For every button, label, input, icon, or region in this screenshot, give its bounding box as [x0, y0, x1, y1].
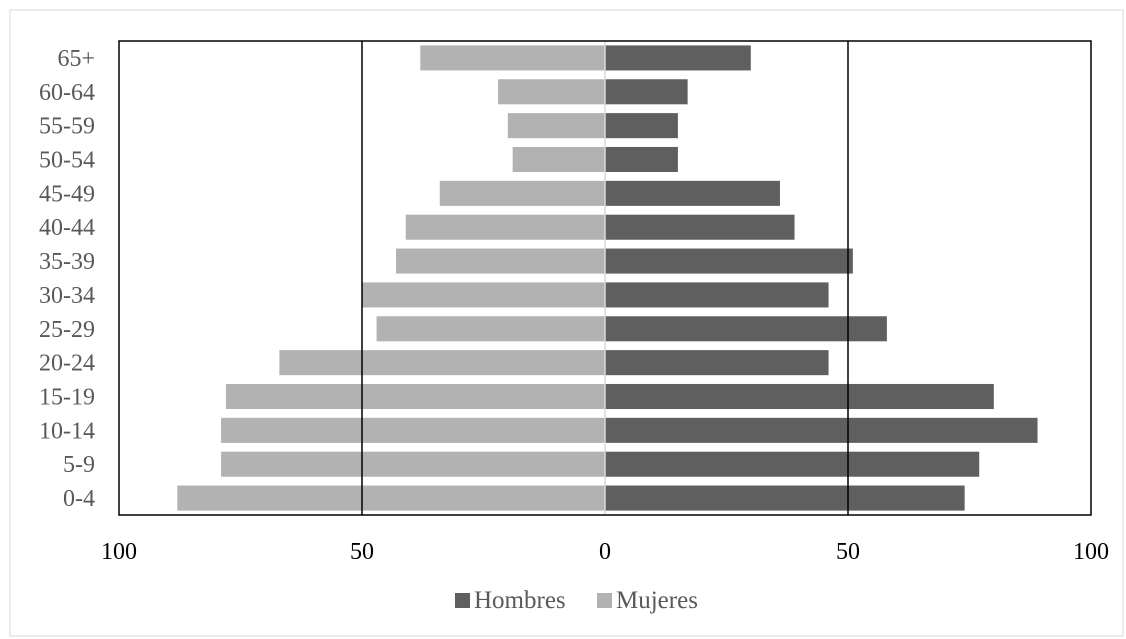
bar-mujeres-35-39	[396, 248, 605, 274]
bar-mujeres-25-29	[376, 316, 605, 342]
bar-mujeres-50-54	[512, 146, 605, 173]
bar-hombres-30-34	[605, 282, 829, 308]
bar-hombres-15-19	[605, 383, 994, 410]
x-tick-label-4: 100	[1073, 539, 1109, 565]
y-tick-label-45-49: 45-49	[39, 181, 95, 207]
y-tick-label-35-39: 35-39	[39, 249, 95, 275]
bar-mujeres-0-4	[177, 485, 605, 511]
bar-mujeres-30-34	[362, 282, 605, 308]
bar-hombres-60-64	[605, 79, 688, 105]
bar-hombres-40-44	[605, 214, 795, 240]
bar-hombres-5-9	[605, 451, 980, 477]
y-tick-label-20-24: 20-24	[39, 351, 95, 377]
bar-mujeres-45-49	[439, 180, 605, 206]
y-tick-label-60-64: 60-64	[39, 80, 95, 106]
bar-mujeres-20-24	[279, 350, 605, 376]
y-tick-label-65+: 65+	[57, 46, 95, 72]
bar-hombres-35-39	[605, 248, 853, 274]
legend-label-mujeres: Mujeres	[616, 587, 698, 614]
bar-hombres-20-24	[605, 350, 829, 376]
bar-mujeres-5-9	[221, 451, 605, 477]
bar-mujeres-65+	[420, 45, 605, 71]
y-tick-label-0-4: 0-4	[63, 486, 95, 512]
bar-mujeres-15-19	[225, 383, 606, 410]
y-tick-label-25-29: 25-29	[39, 317, 95, 343]
legend-swatch-hombres	[455, 593, 470, 608]
bar-hombres-25-29	[605, 316, 887, 342]
bar-hombres-10-14	[605, 417, 1038, 443]
bar-mujeres-40-44	[405, 214, 605, 240]
x-tick-label-3: 50	[836, 539, 860, 565]
bar-hombres-65+	[605, 45, 751, 71]
bar-hombres-50-54	[605, 146, 678, 173]
y-tick-label-40-44: 40-44	[39, 215, 95, 241]
bar-hombres-55-59	[605, 113, 678, 139]
legend-swatch-mujeres	[597, 593, 612, 608]
legend-label-hombres: Hombres	[474, 587, 566, 614]
bar-mujeres-10-14	[221, 417, 605, 443]
y-tick-label-55-59: 55-59	[39, 114, 95, 140]
y-tick-label-30-34: 30-34	[39, 283, 95, 309]
bar-mujeres-55-59	[507, 113, 605, 139]
y-tick-label-15-19: 15-19	[39, 385, 95, 411]
x-tick-label-1: 50	[350, 539, 374, 565]
bar-mujeres-60-64	[498, 79, 605, 105]
y-tick-label-5-9: 5-9	[63, 452, 95, 478]
bar-hombres-45-49	[605, 180, 780, 206]
x-tick-label-0: 100	[101, 539, 137, 565]
x-tick-label-2: 0	[599, 539, 611, 565]
y-tick-label-50-54: 50-54	[39, 148, 95, 174]
plot-border	[118, 40, 1092, 516]
y-tick-label-10-14: 10-14	[39, 418, 95, 444]
bar-hombres-0-4	[605, 485, 965, 511]
